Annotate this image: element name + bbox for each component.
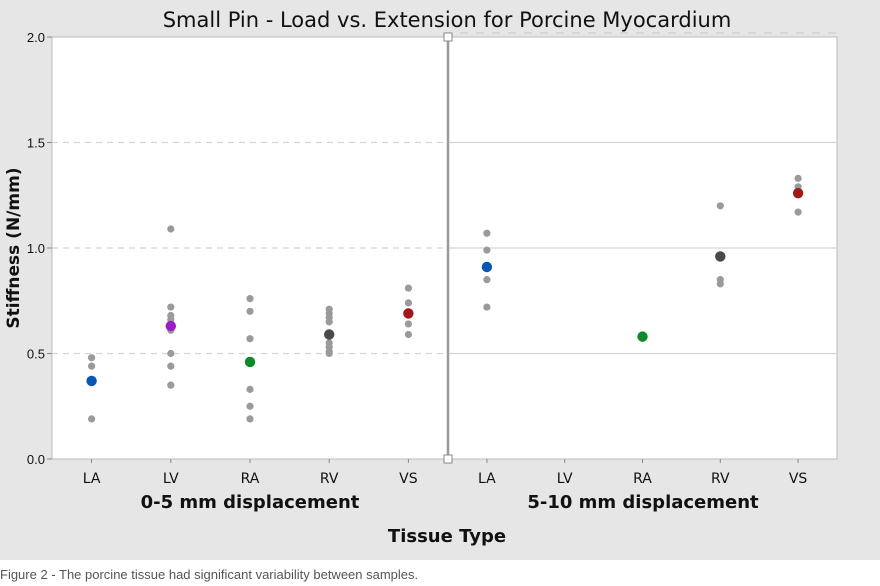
x-tick-label: LV — [163, 471, 179, 487]
sample-point — [483, 303, 491, 311]
y-tick-label: 1.5 — [27, 136, 45, 151]
divider-handle — [443, 32, 453, 42]
y-tick-label: 2.0 — [27, 30, 45, 45]
sample-point — [716, 280, 724, 288]
sample-point — [794, 208, 802, 216]
y-tick-label: 0.5 — [27, 347, 45, 362]
x-tick-label: VS — [399, 471, 418, 487]
mean-point — [244, 356, 256, 368]
sample-point — [246, 402, 254, 410]
panel-label-5-10: 5-10 mm displacement — [527, 492, 759, 513]
mean-point — [481, 261, 493, 273]
sample-point — [88, 362, 96, 370]
sample-point — [167, 303, 175, 311]
sample-point — [325, 318, 333, 326]
mean-point — [715, 251, 726, 262]
sample-point — [794, 174, 802, 182]
y-tick-label: 1.0 — [27, 241, 45, 256]
mean-point — [165, 320, 176, 332]
mean-point — [792, 187, 804, 199]
figure-caption: Figure 2 - The porcine tissue had signif… — [0, 567, 419, 582]
sample-point — [88, 354, 96, 362]
mean-point — [403, 308, 414, 319]
x-axis-label: Tissue Type — [388, 526, 506, 547]
sample-point — [167, 362, 175, 370]
x-tick-label: RV — [711, 471, 730, 487]
chart-title: Small Pin - Load vs. Extension for Porci… — [163, 8, 732, 32]
mean-point — [637, 331, 648, 342]
sample-point — [404, 299, 412, 307]
sample-point — [246, 307, 254, 315]
x-tick-label: LV — [557, 471, 573, 487]
sample-point — [246, 385, 254, 393]
sample-point — [404, 330, 412, 339]
x-tick-label: LA — [83, 471, 101, 487]
sample-point — [483, 276, 491, 284]
mean-point — [324, 329, 335, 340]
sample-point — [404, 320, 412, 328]
figure: LA LV RA RV VS LA LV RA RV VS 0.0 0.5 1.0 1.5 2.0 Small… — [0, 0, 880, 560]
sample-point — [246, 415, 254, 423]
x-tick-label: RV — [320, 471, 339, 487]
sample-point — [167, 225, 175, 233]
sample-point — [325, 349, 333, 358]
y-axis-label: Stiffness (N/mm) — [4, 167, 24, 328]
sample-point — [246, 295, 254, 303]
panel-label-0-5: 0-5 mm displacement — [141, 492, 360, 513]
sample-point — [88, 415, 96, 423]
sample-point — [167, 349, 175, 358]
x-tick-label: VS — [789, 471, 808, 487]
stiffness-chart: LA LV RA RV VS LA LV RA RV VS 0.0 0.5 1.0 1.5 2.0 Small… — [4, 8, 838, 547]
sample-point — [483, 246, 491, 254]
x-tick-label: RA — [241, 471, 260, 487]
sample-point — [404, 284, 412, 292]
y-tick-label: 0.0 — [27, 452, 45, 467]
x-tick-label: LA — [478, 471, 496, 487]
sample-point — [483, 229, 491, 237]
sample-point — [716, 202, 724, 210]
mean-point — [86, 375, 97, 387]
divider-handle — [443, 454, 453, 464]
sample-point — [167, 381, 175, 389]
x-tick-label: RA — [633, 471, 652, 487]
sample-point — [246, 335, 254, 343]
